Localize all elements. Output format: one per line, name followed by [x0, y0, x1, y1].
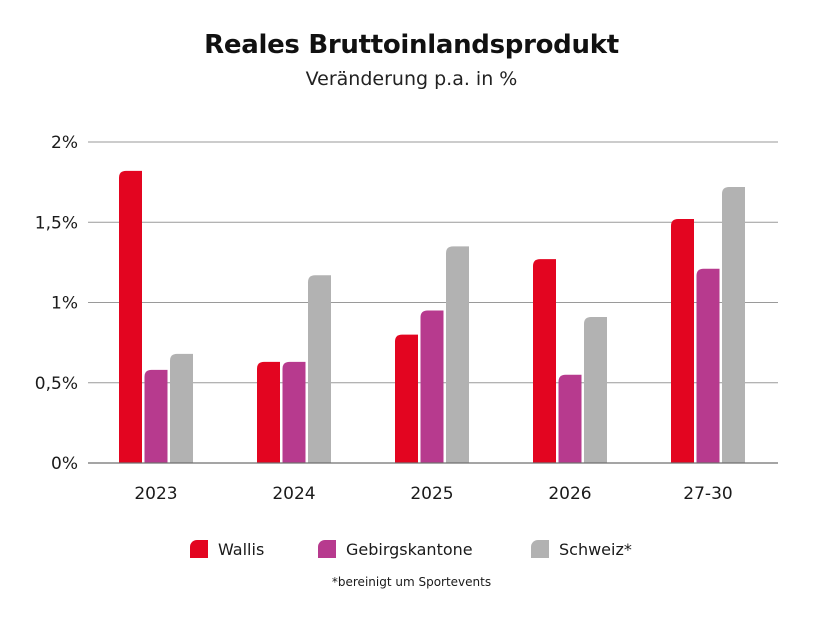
legend-label: Schweiz* [559, 539, 632, 559]
legend-item: Schweiz* [531, 536, 632, 562]
bar-schweiz-2023 [170, 353, 193, 463]
bar-wallis-2023 [119, 170, 142, 463]
y-tick-label: 1,5% [35, 213, 78, 233]
bar-gebirgskantone-2025 [420, 310, 444, 463]
y-tick-label: 2% [51, 133, 78, 153]
x-category-label: 2025 [410, 484, 453, 504]
bar-wallis-27-30 [671, 219, 694, 463]
x-category-label: 27-30 [683, 484, 732, 504]
x-category-label: 2023 [134, 484, 177, 504]
legend-swatch [531, 540, 549, 558]
footnote: *bereinigt um Sportevents [331, 575, 492, 589]
axes: 0% 0,5% 1% 1,5% 2% 2023 2024 2025 2026 27-30 [35, 133, 778, 504]
legend-swatch [318, 540, 336, 558]
bar-gebirgskantone-2024 [282, 361, 306, 463]
bar-wallis-2024 [257, 361, 280, 463]
bar-wallis-2025 [395, 334, 418, 463]
x-category-label: 2024 [272, 484, 315, 504]
bar-schweiz-27-30 [722, 186, 745, 463]
y-tick-label: 0% [51, 454, 78, 474]
x-category-label: 2026 [548, 484, 591, 504]
legend-item: Gebirgskantone [318, 536, 473, 562]
bar-schweiz-2026 [584, 316, 607, 463]
bar-schweiz-2025 [446, 246, 469, 463]
legend-item: Wallis [190, 536, 264, 562]
bar-wallis-2026 [533, 259, 556, 463]
y-tick-label: 1% [51, 294, 78, 314]
bar-gebirgskantone-2023 [144, 369, 168, 463]
legend-label: Gebirgskantone [346, 539, 473, 559]
bar-gebirgskantone-2026 [558, 374, 582, 463]
y-tick-label: 0,5% [35, 374, 78, 394]
legend-label: Wallis [218, 539, 265, 559]
bar-schweiz-2024 [308, 275, 331, 463]
legend: Wallis Gebirgskantone Schweiz* [0, 536, 823, 562]
bars [119, 170, 745, 463]
chart-subtitle: Veränderung p.a. in % [305, 68, 518, 90]
chart-title: Reales Bruttoinlandsprodukt [204, 30, 619, 60]
legend-swatch [190, 540, 208, 558]
bar-gebirgskantone-27-30 [696, 268, 720, 463]
